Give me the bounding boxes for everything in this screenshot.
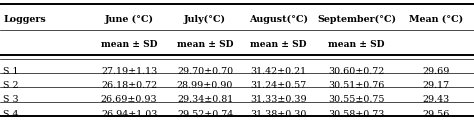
- Text: August(°C): August(°C): [249, 15, 308, 24]
- Text: 26.18±0.72: 26.18±0.72: [101, 81, 157, 90]
- Text: mean ± SD: mean ± SD: [250, 40, 307, 49]
- Text: 30.51±0.76: 30.51±0.76: [328, 81, 385, 90]
- Text: 31.42±0.21: 31.42±0.21: [250, 67, 307, 76]
- Text: 27.19±1.13: 27.19±1.13: [101, 67, 157, 76]
- Text: Loggers: Loggers: [3, 15, 46, 24]
- Text: mean ± SD: mean ± SD: [328, 40, 385, 49]
- Text: 28.99±0.90: 28.99±0.90: [177, 81, 233, 90]
- Text: 31.38±0.30: 31.38±0.30: [250, 110, 307, 119]
- Text: mean ± SD: mean ± SD: [177, 40, 233, 49]
- Text: 30.55±0.75: 30.55±0.75: [328, 95, 385, 105]
- Text: S 2: S 2: [3, 81, 19, 90]
- Text: 26.94±1.03: 26.94±1.03: [101, 110, 157, 119]
- Text: 26.69±0.93: 26.69±0.93: [101, 95, 157, 105]
- Text: 29.17: 29.17: [422, 81, 450, 90]
- Text: 31.33±0.39: 31.33±0.39: [250, 95, 307, 105]
- Text: 30.58±0.73: 30.58±0.73: [328, 110, 385, 119]
- Text: S 1: S 1: [3, 67, 19, 76]
- Text: June (°C): June (°C): [105, 15, 154, 24]
- Text: 29.52±0.74: 29.52±0.74: [177, 110, 233, 119]
- Text: S 3: S 3: [3, 95, 19, 105]
- Text: 29.43: 29.43: [422, 95, 450, 105]
- Text: 29.56: 29.56: [422, 110, 450, 119]
- Text: 29.69: 29.69: [422, 67, 450, 76]
- Text: 31.24±0.57: 31.24±0.57: [250, 81, 307, 90]
- Text: mean ± SD: mean ± SD: [101, 40, 157, 49]
- Text: September(°C): September(°C): [317, 15, 396, 24]
- Text: Mean (°C): Mean (°C): [409, 15, 463, 24]
- Text: 30.60±0.72: 30.60±0.72: [328, 67, 385, 76]
- Text: July(°C): July(°C): [184, 15, 226, 24]
- Text: 29.34±0.81: 29.34±0.81: [177, 95, 233, 105]
- Text: 29.70±0.70: 29.70±0.70: [177, 67, 233, 76]
- Text: S 4: S 4: [3, 110, 19, 119]
